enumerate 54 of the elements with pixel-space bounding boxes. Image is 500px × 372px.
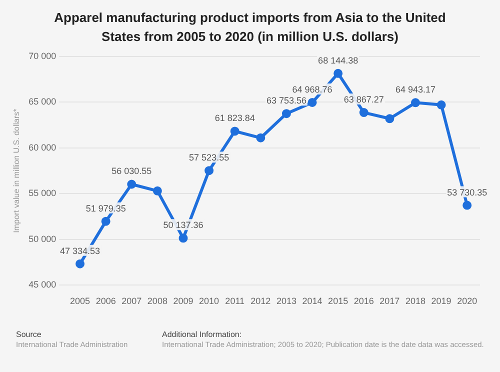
x-tick-label: 2019 [431, 296, 452, 306]
x-tick-label: 2014 [302, 296, 322, 306]
point [152, 186, 162, 196]
y-axis-title: Import value in million U.S. dollars* [12, 108, 22, 233]
point [204, 166, 214, 176]
text: Source [16, 330, 42, 340]
x-tick-label: 2017 [380, 296, 400, 306]
point [282, 109, 291, 118]
data-label: 53 730.35 [447, 187, 488, 198]
x-tick-label: 2013 [276, 296, 296, 306]
point [178, 234, 188, 243]
data-label: 64 943.17 [395, 84, 436, 95]
x-tick-label: 2007 [122, 296, 142, 306]
chart-title: Apparel manufacturing product imports from Asia to the United States from 2005 to 2020 (in million U.S. dollars) [53, 9, 447, 46]
x-tick-label: 2006 [96, 296, 116, 306]
point [462, 200, 472, 210]
x-tick-label: 2016 [354, 296, 374, 306]
x-tick-label: 2009 [173, 296, 194, 306]
data-label: 63 753.56 [266, 96, 306, 106]
point [410, 98, 420, 108]
y-tick-label: 70 000 [28, 50, 56, 61]
point [308, 98, 317, 107]
point [101, 216, 110, 226]
point [359, 108, 368, 118]
y-tick-label: 60 000 [28, 142, 56, 152]
point [230, 126, 240, 136]
x-tick-label: 2015 [328, 296, 348, 306]
y-tick-label: 55 000 [28, 188, 56, 198]
data-label: 57 523.55 [189, 152, 230, 163]
data-label: 61 823.84 [214, 113, 255, 124]
data-label: 64 968.76 [292, 84, 332, 94]
data-label: 68 144.38 [318, 55, 358, 66]
data-label: 56 030.55 [112, 166, 152, 176]
data-label: 47 334.53 [60, 246, 100, 256]
data-label: 63 867.27 [344, 94, 384, 105]
y-tick-label: 45 000 [28, 280, 56, 290]
point [76, 259, 85, 268]
text: Additional Information: [162, 330, 243, 340]
x-tick-label: 2005 [70, 296, 90, 306]
point [334, 68, 343, 78]
y-tick-label: 65 000 [28, 96, 56, 107]
data-label: 51 979.35 [86, 203, 126, 214]
y-tick-label: 50 000 [28, 234, 56, 244]
x-tick-label: 2020 [457, 296, 478, 306]
x-tick-label: 2012 [250, 296, 271, 306]
x-tick-label: 2018 [405, 296, 426, 306]
point [127, 180, 136, 189]
x-tick-label: 2011 [225, 296, 245, 306]
point [256, 133, 266, 142]
point [436, 100, 446, 110]
data-label: 50 137.36 [163, 220, 204, 230]
point [385, 114, 394, 124]
x-tick-label: 2008 [147, 296, 168, 306]
x-tick-label: 2010 [199, 296, 220, 306]
